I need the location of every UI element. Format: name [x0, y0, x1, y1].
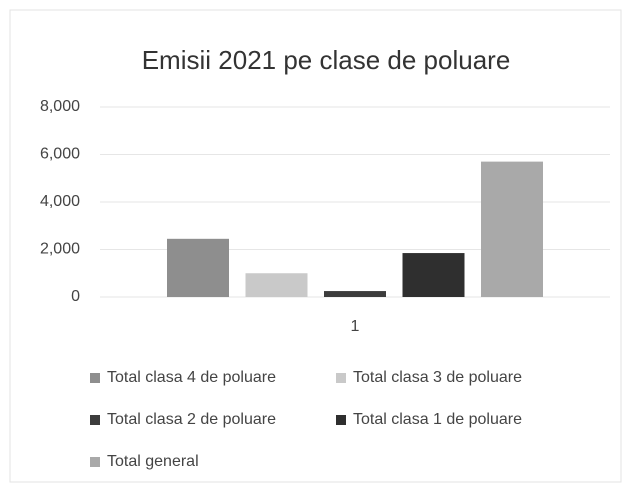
bar: [481, 161, 543, 297]
bar: [402, 253, 465, 297]
y-tick-label: 4,000: [40, 193, 80, 210]
chart-title: Emisii 2021 pe clase de poluare: [142, 45, 511, 75]
y-tick-label: 6,000: [40, 146, 80, 163]
y-tick-label: 0: [71, 288, 80, 305]
legend-swatch: [90, 415, 100, 425]
legend-swatch: [336, 373, 346, 383]
legend-swatch: [336, 415, 346, 425]
bar: [324, 291, 386, 297]
legend-label: Total clasa 4 de poluare: [107, 369, 276, 386]
legend-label: Total general: [107, 453, 199, 470]
bar: [167, 238, 229, 297]
legend-label: Total clasa 2 de poluare: [107, 411, 276, 428]
legend-swatch: [90, 373, 100, 383]
y-tick-label: 8,000: [40, 98, 80, 115]
x-tick-label: 1: [351, 318, 360, 335]
legend-swatch: [90, 457, 100, 467]
legend-label: Total clasa 1 de poluare: [353, 411, 522, 428]
y-tick-label: 2,000: [40, 241, 80, 258]
legend-label: Total clasa 3 de poluare: [353, 369, 522, 386]
bar: [245, 273, 308, 297]
